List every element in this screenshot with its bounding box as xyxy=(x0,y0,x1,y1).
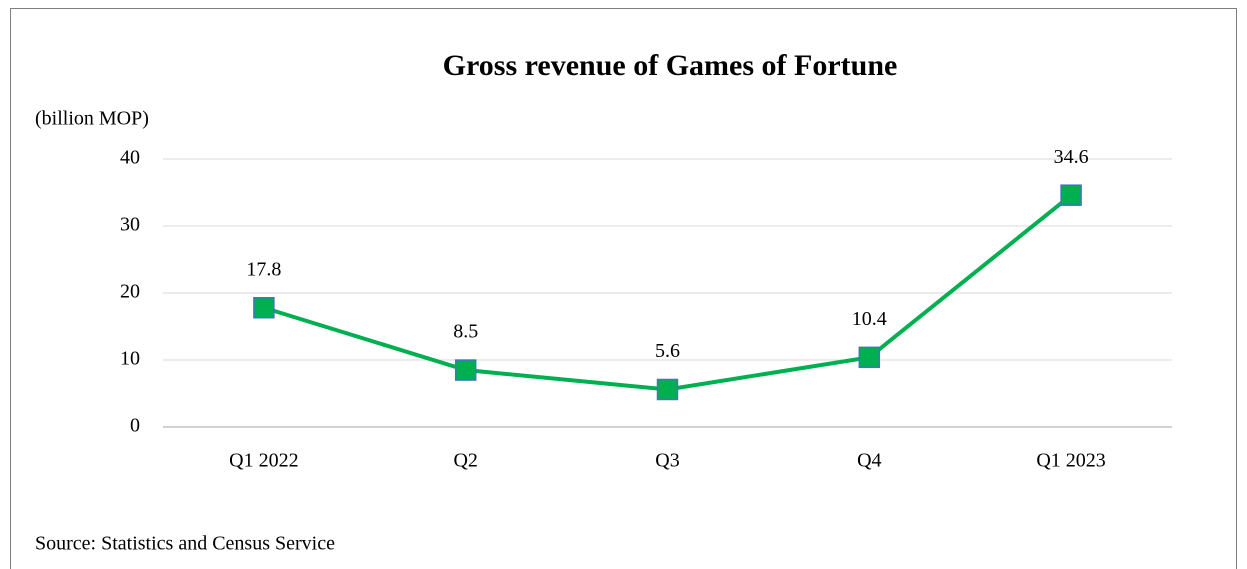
y-axis-label: (billion MOP) xyxy=(35,108,149,130)
y-tick-label: 40 xyxy=(120,147,140,169)
chart-border xyxy=(10,8,1237,569)
x-tick-label: Q2 xyxy=(453,450,477,472)
data-label: 17.8 xyxy=(246,258,281,280)
x-tick-label: Q3 xyxy=(655,450,679,472)
marker xyxy=(253,296,275,319)
x-tick-label: Q1 2023 xyxy=(1036,450,1105,472)
data-label: 10.4 xyxy=(852,308,887,330)
marker xyxy=(1060,184,1082,206)
y-tick-label: 20 xyxy=(120,281,140,303)
marker xyxy=(454,359,477,381)
data-label: 8.5 xyxy=(453,321,478,343)
marker xyxy=(656,378,679,401)
chart-title: Gross revenue of Games of Fortune xyxy=(443,49,898,82)
x-tick-label: Q1 2022 xyxy=(229,450,298,472)
y-tick-label: 30 xyxy=(120,214,140,236)
data-label: 5.6 xyxy=(655,340,680,362)
data-label: 34.6 xyxy=(1054,146,1089,168)
marker xyxy=(858,346,881,369)
x-tick-label: Q4 xyxy=(857,450,881,472)
y-tick-label: 10 xyxy=(120,348,140,370)
source-note: Source: Statistics and Census Service xyxy=(35,533,335,555)
y-tick-label: 0 xyxy=(130,415,140,437)
